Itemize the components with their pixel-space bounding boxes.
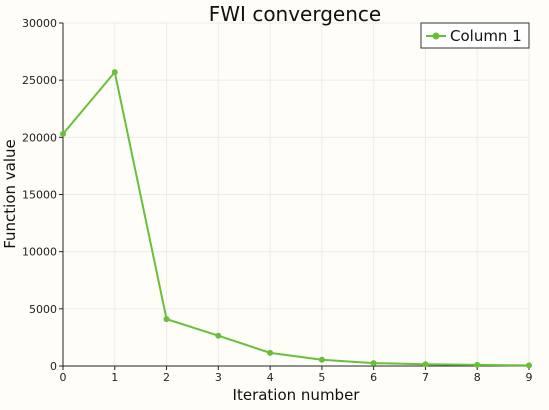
- chart-title: FWI convergence: [209, 2, 381, 26]
- x-tick-label-2: 2: [163, 371, 170, 384]
- x-tick-label-8: 8: [474, 371, 481, 384]
- y-tick-label-4: 20000: [22, 131, 57, 144]
- y-tick-label-3: 15000: [22, 189, 57, 202]
- series-line-0: [62, 69, 530, 367]
- data-point-0-1: [111, 69, 118, 76]
- data-point-0-0: [60, 130, 66, 137]
- y-tick-label-0: 0: [50, 360, 57, 373]
- data-point-0-5: [318, 356, 325, 363]
- x-tick-label-5: 5: [318, 371, 325, 384]
- data-point-0-7: [422, 361, 429, 368]
- axes: [59, 22, 530, 370]
- data-point-0-8: [474, 361, 481, 368]
- x-tick-label-7: 7: [422, 371, 429, 384]
- data-point-0-2: [163, 316, 170, 323]
- data-point-0-6: [370, 360, 377, 367]
- series-layer: [60, 69, 532, 369]
- data-point-0-9: [526, 362, 532, 369]
- x-tick-label-4: 4: [267, 371, 274, 384]
- y-tick-label-1: 5000: [29, 303, 57, 316]
- legend: Column 1: [420, 22, 530, 49]
- x-tick-label-0: 0: [60, 371, 67, 384]
- y-tick-label-2: 10000: [22, 246, 57, 259]
- data-point-0-4: [267, 349, 274, 356]
- x-tick-label-9: 9: [526, 371, 533, 384]
- y-tick-label-6: 30000: [22, 17, 57, 30]
- tick-labels: 0 1 2 3 4 5 6 7 8 9 0 5000 10000 15000 20000 25000 30000: [22, 17, 533, 384]
- y-axis-label: Function value: [1, 139, 19, 249]
- x-tick-label-6: 6: [370, 371, 377, 384]
- legend-dot-marker: [432, 32, 440, 40]
- x-tick-label-1: 1: [111, 371, 118, 384]
- data-point-0-3: [215, 332, 222, 339]
- y-tick-label-5: 25000: [22, 74, 57, 87]
- x-tick-label-3: 3: [215, 371, 222, 384]
- x-axis-label: Iteration number: [233, 386, 361, 404]
- legend-entry-column-1: Column 1: [450, 27, 522, 45]
